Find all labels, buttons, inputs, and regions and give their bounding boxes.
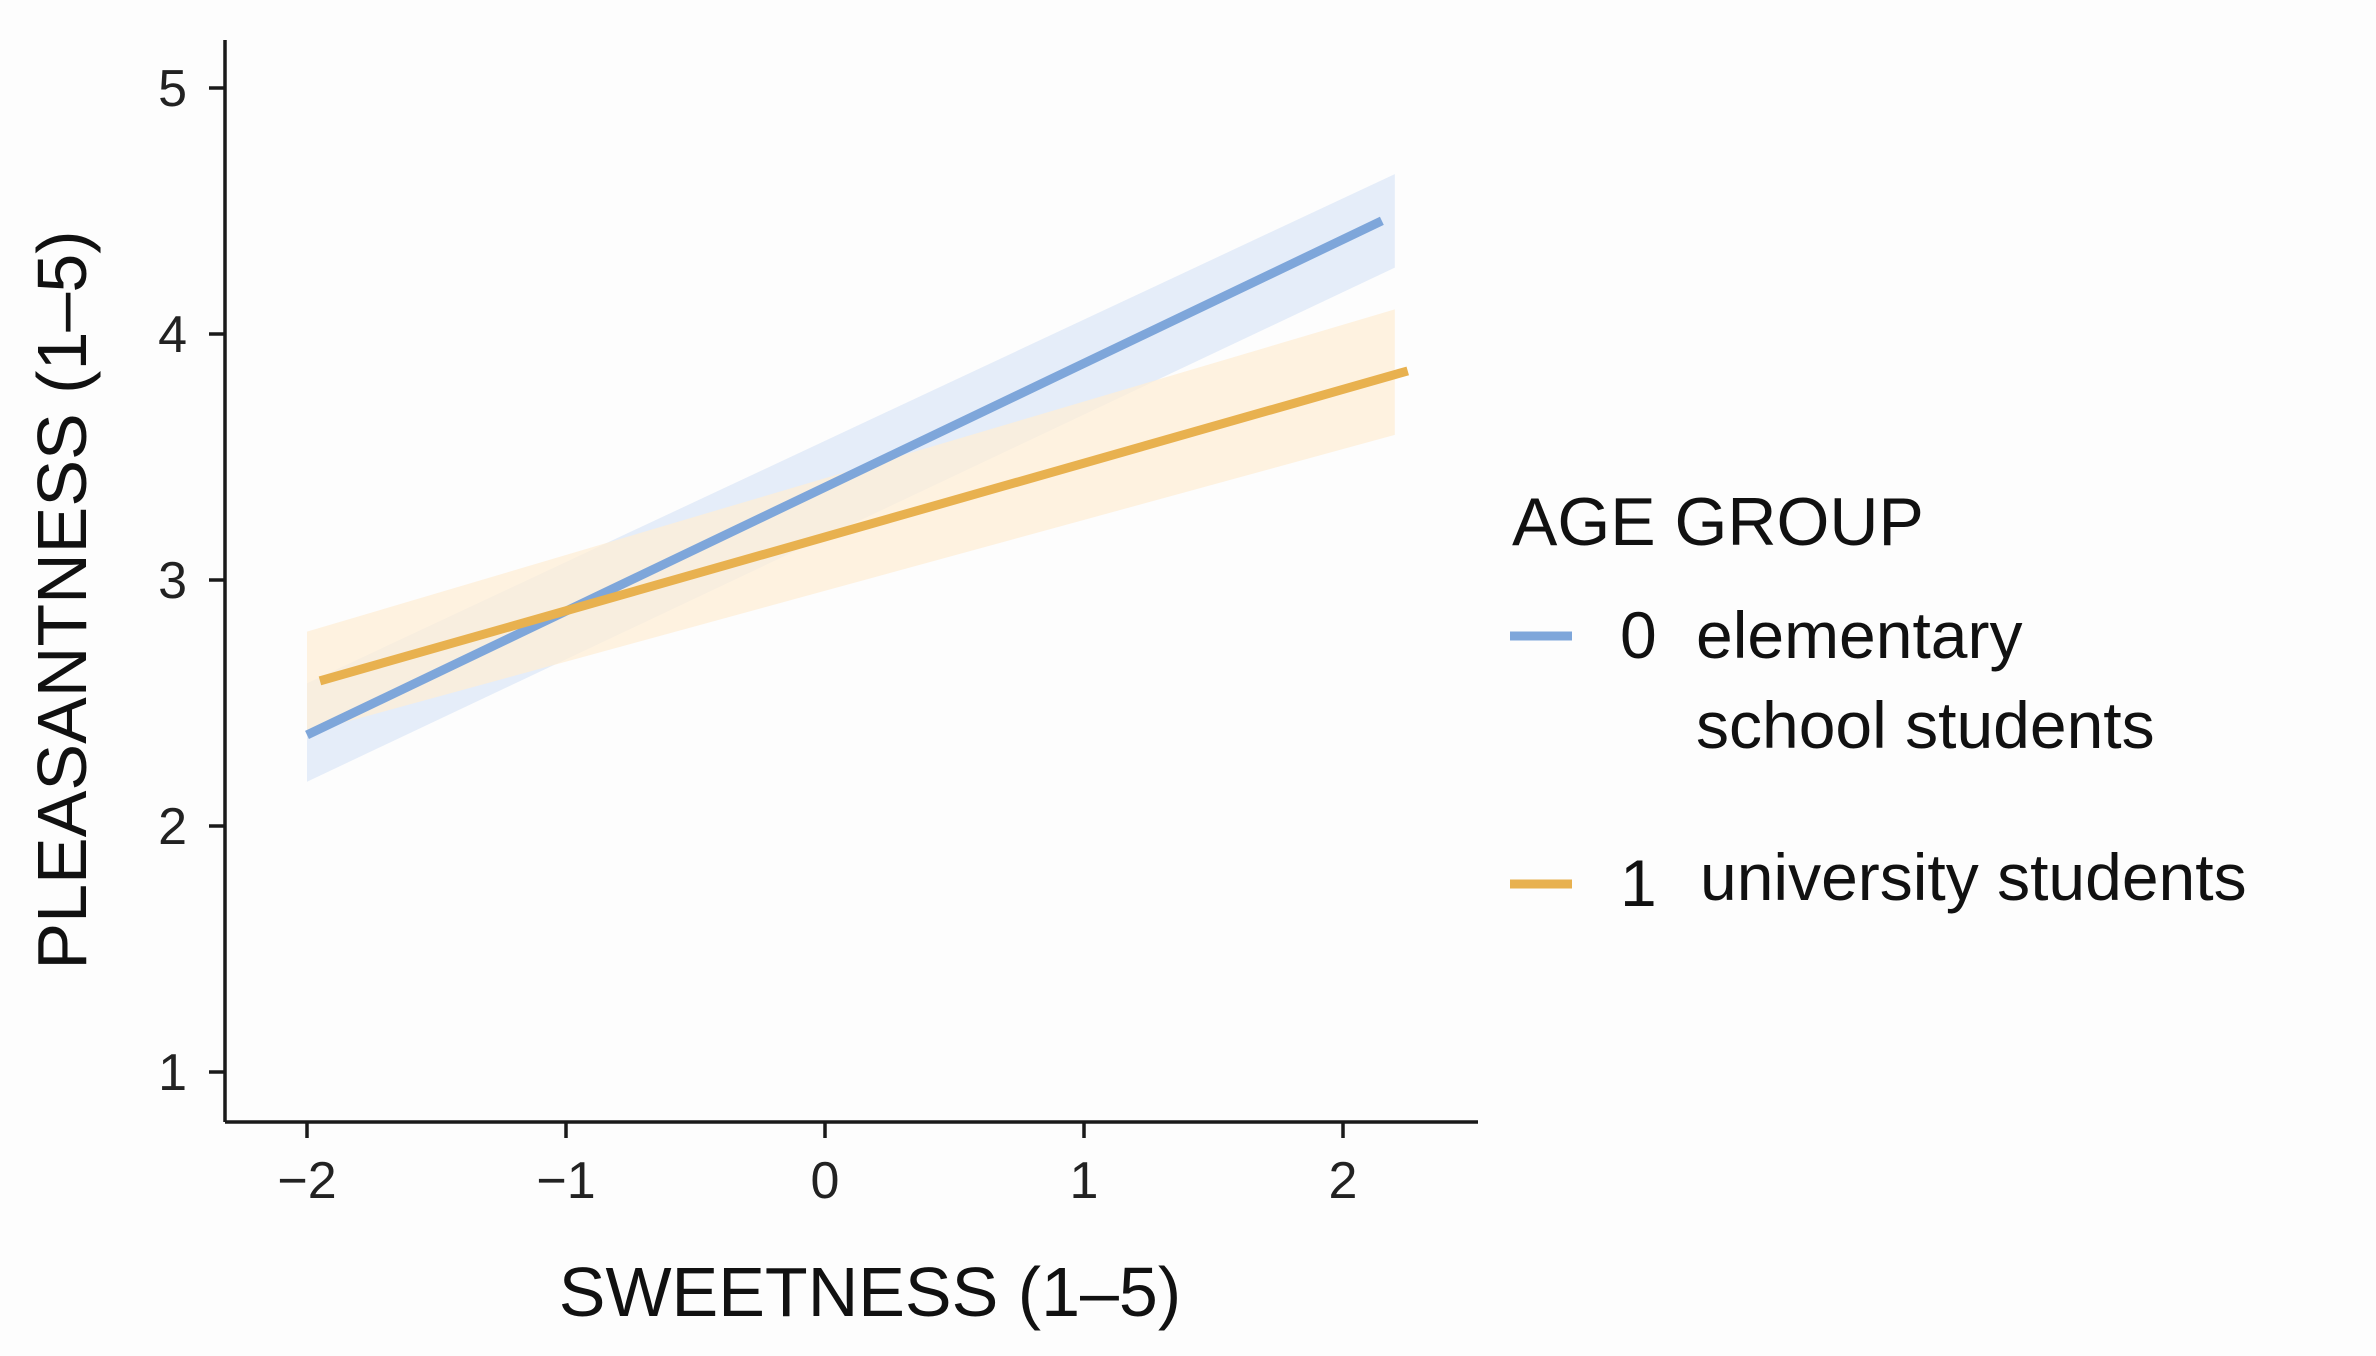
x-tick-label: −1 [536, 1152, 595, 1210]
ticks: −2 −1 0 1 2 1 2 3 4 5 [158, 60, 1357, 1210]
regression-lines [305, 216, 1409, 740]
y-axis-title: PLEASANTNESS (1–5) [23, 230, 101, 969]
x-tick-label: 2 [1329, 1152, 1358, 1210]
regression-line-series-1 [318, 366, 1409, 686]
y-tick-label: 4 [158, 306, 187, 364]
legend-code-1: 1 [1620, 846, 1657, 920]
x-tick-label: 1 [1070, 1152, 1099, 1210]
legend-label-0-line-2: school students [1696, 688, 2155, 762]
y-tick-label: 5 [158, 60, 187, 118]
legend-label-1: university students [1700, 840, 2247, 914]
x-tick-label: 0 [811, 1152, 840, 1210]
legend: AGE GROUP 0 elementary school students 1… [1510, 484, 2247, 920]
regression-line-series-0 [305, 216, 1384, 740]
legend-title: AGE GROUP [1512, 484, 1924, 560]
y-tick-label: 3 [158, 552, 187, 610]
x-tick-label: −2 [277, 1152, 336, 1210]
x-axis-title: SWEETNESS (1–5) [559, 1253, 1181, 1331]
y-tick-label: 2 [158, 798, 187, 856]
ci-band-series-1 [307, 309, 1395, 733]
legend-label-0-line-1: elementary [1696, 598, 2023, 672]
legend-code-0: 0 [1620, 598, 1657, 672]
y-tick-label: 1 [158, 1044, 187, 1102]
